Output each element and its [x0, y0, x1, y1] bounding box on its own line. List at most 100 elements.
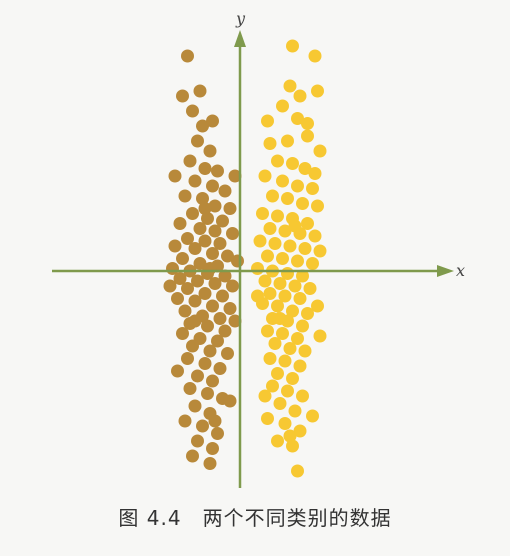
class-a-point-12 — [178, 189, 192, 203]
class-b-point-17 — [266, 189, 279, 203]
class-a-point-44 — [171, 292, 184, 305]
class-b-point-7 — [281, 134, 294, 148]
class-b-point-36 — [291, 254, 304, 268]
class-b-point-61 — [283, 342, 297, 355]
y-axis-arrow — [234, 30, 246, 47]
class-b-point-46 — [263, 287, 277, 300]
class-b-point-47 — [278, 289, 292, 303]
class-b-point-80 — [308, 167, 322, 180]
class-a-point-25 — [213, 237, 227, 250]
class-b-point-88 — [283, 429, 297, 443]
class-a-point-85 — [193, 84, 207, 98]
class-a-point-56 — [211, 334, 224, 348]
class-b-point-86 — [288, 219, 302, 233]
class-b-point-84 — [306, 409, 319, 423]
class-a-point-83 — [223, 394, 237, 408]
class-b-point-50 — [271, 299, 284, 313]
class-b-point-62 — [298, 344, 312, 358]
class-b-point-6 — [291, 112, 304, 125]
class-b-point-22 — [271, 209, 284, 223]
class-a-point-38 — [191, 274, 204, 288]
class-a-point-53 — [218, 324, 232, 338]
class-a-point-58 — [203, 344, 217, 358]
class-b-point-31 — [283, 239, 297, 253]
class-b-point-72 — [288, 404, 302, 418]
class-b-point-9 — [313, 144, 327, 158]
class-a-point-63 — [191, 369, 204, 383]
class-b-point-10 — [271, 154, 284, 168]
class-b-point-18 — [281, 192, 294, 205]
class-b-point-57 — [276, 327, 289, 340]
class-a-point-80 — [163, 279, 177, 293]
points-layer — [163, 39, 327, 478]
series-class-a — [163, 49, 244, 470]
class-b-point-11 — [286, 157, 299, 170]
class-b-point-45 — [303, 282, 317, 295]
class-a-point-73 — [191, 434, 204, 448]
class-b-point-21 — [256, 207, 269, 220]
class-b-point-65 — [293, 359, 307, 373]
class-a-point-41 — [181, 282, 194, 295]
class-a-point-24 — [198, 234, 212, 248]
class-a-point-9 — [188, 174, 202, 188]
class-a-point-88 — [188, 314, 202, 328]
class-a-point-72 — [211, 427, 224, 440]
class-b-point-83 — [258, 389, 272, 403]
class-b-point-59 — [313, 329, 327, 343]
class-a-point-57 — [186, 339, 199, 353]
class-a-point-36 — [218, 269, 232, 283]
class-a-point-74 — [206, 442, 219, 455]
class-b-point-66 — [271, 367, 284, 380]
class-a-point-4 — [191, 134, 204, 148]
class-b-point-73 — [261, 412, 274, 425]
class-b-point-87 — [273, 312, 287, 325]
class-a-point-21 — [208, 224, 222, 238]
x-axis-label: x — [456, 261, 465, 280]
class-a-point-0 — [181, 49, 194, 63]
class-a-point-60 — [181, 352, 194, 365]
class-b-point-64 — [278, 354, 292, 368]
class-b-point-43 — [273, 277, 287, 290]
class-a-point-75 — [186, 449, 199, 463]
class-a-point-14 — [208, 199, 222, 213]
class-b-point-74 — [278, 417, 292, 430]
class-a-point-54 — [176, 327, 189, 340]
class-a-point-11 — [218, 184, 232, 198]
class-a-point-84 — [176, 89, 189, 103]
class-b-point-42 — [258, 274, 272, 288]
class-a-point-81 — [228, 314, 242, 328]
class-a-point-62 — [213, 362, 227, 375]
class-a-point-79 — [231, 254, 244, 268]
class-b-point-14 — [276, 174, 289, 188]
class-b-point-30 — [268, 237, 282, 250]
class-b-point-19 — [296, 197, 309, 210]
class-a-point-3 — [206, 114, 219, 128]
class-b-point-60 — [268, 337, 282, 350]
class-a-point-76 — [203, 457, 217, 470]
class-b-point-71 — [273, 397, 287, 410]
class-a-point-27 — [188, 242, 202, 255]
class-a-point-16 — [186, 207, 199, 220]
class-b-point-44 — [288, 279, 302, 293]
class-b-point-69 — [281, 384, 294, 398]
x-axis-arrow — [437, 265, 454, 277]
class-a-point-70 — [178, 414, 192, 428]
figure-caption: 图 4.4 两个不同类别的数据 — [118, 506, 392, 530]
class-b-point-75 — [293, 424, 307, 438]
class-a-point-87 — [198, 202, 212, 215]
class-b-point-79 — [263, 137, 277, 150]
class-a-point-40 — [226, 279, 239, 293]
scatter-plot: x y — [52, 9, 465, 488]
class-a-point-2 — [196, 119, 209, 133]
class-a-point-10 — [206, 179, 219, 193]
class-b-point-33 — [313, 244, 327, 258]
class-a-point-43 — [216, 289, 229, 303]
class-a-point-30 — [176, 252, 189, 265]
class-a-point-8 — [211, 164, 224, 178]
class-b-point-34 — [261, 249, 274, 263]
class-b-point-77 — [286, 439, 299, 453]
class-a-point-19 — [173, 217, 187, 230]
class-a-point-59 — [221, 347, 234, 360]
class-a-point-50 — [213, 312, 227, 325]
